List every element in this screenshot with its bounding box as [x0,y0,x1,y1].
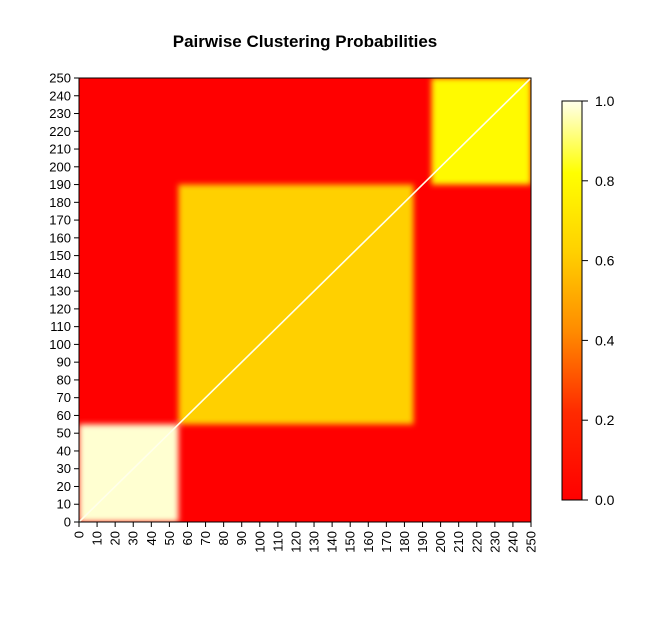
y-tick-label: 40 [57,443,71,458]
x-tick-label: 50 [162,531,177,545]
x-tick-label: 60 [180,531,195,545]
heatmap-block-3 [431,78,531,185]
x-tick-label: 130 [307,531,322,553]
y-tick-label: 250 [49,71,71,86]
x-tick-label: 100 [252,531,267,553]
heatmap-block-2 [178,184,414,425]
chart-title: Pairwise Clustering Probabilities [173,32,438,51]
y-tick-label: 160 [49,230,71,245]
y-tick-label: 140 [49,266,71,281]
x-tick-label: 0 [72,531,87,538]
colorbar: 0.0 0.2 0.4 0.6 0.8 1.0 [561,93,615,508]
colorbar-tick-label: 0.8 [595,173,615,189]
colorbar-tick-label: 0.0 [595,492,615,508]
x-tick-label: 210 [451,531,466,553]
x-tick-label: 230 [487,531,502,553]
y-tick-label: 80 [57,372,71,387]
y-tick-label: 120 [49,301,71,316]
x-tick-label: 20 [108,531,123,545]
x-tick-label: 250 [524,531,539,553]
x-tick-label: 170 [379,531,394,553]
y-tick-label: 150 [49,248,71,263]
y-tick-label: 110 [50,319,71,334]
x-tick-label: 140 [325,531,340,553]
x-tick-label: 110 [270,531,285,552]
y-tick-label: 230 [49,106,71,121]
x-tick-label: 150 [343,531,358,553]
x-tick-label: 200 [433,531,448,553]
x-tick-label: 30 [126,531,141,545]
y-tick-label: 0 [64,515,71,530]
y-tick-label: 240 [49,88,71,103]
x-tick-label: 180 [397,531,412,553]
y-tick-label: 50 [57,426,71,441]
y-tick-label: 20 [57,479,71,494]
axes: 0102030405060708090100110120130140150160… [49,71,538,553]
x-tick-label: 40 [144,531,159,545]
x-tick-label: 10 [90,531,105,545]
x-tick-label: 70 [198,531,213,545]
colorbar-tick-label: 0.6 [595,253,615,269]
y-tick-label: 200 [49,159,71,174]
y-tick-label: 220 [49,124,71,139]
x-tick-label: 120 [288,531,303,553]
heatmap-cells [79,78,531,522]
y-tick-label: 60 [57,408,71,423]
x-tick-label: 190 [415,531,430,553]
x-tick-label: 90 [234,531,249,545]
y-tick-label: 70 [57,390,71,405]
x-tick-label: 160 [361,531,376,553]
colorbar-tick-label: 1.0 [595,93,615,109]
x-tick-label: 80 [216,531,231,545]
y-tick-label: 210 [49,142,71,157]
y-tick-label: 30 [57,461,71,476]
x-tick-label: 240 [505,531,520,553]
colorbar-tick-label: 0.4 [595,332,615,348]
x-tick-label: 220 [469,531,484,553]
colorbar-scale [561,100,583,501]
y-tick-label: 130 [49,284,71,299]
y-tick-label: 170 [49,213,71,228]
y-tick-label: 100 [49,337,71,352]
y-tick-label: 180 [49,195,71,210]
plot-frame [78,77,532,523]
y-tick-label: 10 [57,497,71,512]
diagonal-line [79,78,531,522]
y-tick-label: 190 [49,177,71,192]
y-tick-label: 90 [57,355,71,370]
colorbar-tick-label: 0.2 [595,412,615,428]
